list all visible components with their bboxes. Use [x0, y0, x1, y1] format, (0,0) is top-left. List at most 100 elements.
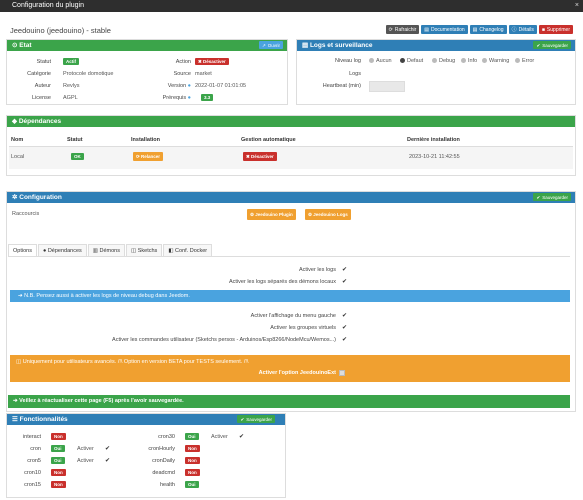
refresh-button[interactable]: ⟳ Rafraichir	[385, 25, 420, 34]
opt-groupes-checkbox[interactable]: ✔	[342, 325, 348, 331]
fonct-name: cron5	[27, 458, 41, 464]
fonct-header: ☰ Fonctionnalités ✔ Sauvegarder	[7, 414, 285, 425]
tab-options[interactable]: Options	[8, 244, 37, 256]
categorie-value: Protocole domotique	[63, 71, 114, 77]
advanced-warning-box: ◫ Uniquement pour utilisateurs avancés. …	[10, 355, 570, 382]
level-defaut[interactable]: Defaut	[400, 58, 423, 64]
raccourcis-label: Raccourcis	[12, 211, 40, 217]
dep-statut-badge: OK	[71, 153, 84, 160]
changelog-button[interactable]: ▤ Changelog	[469, 25, 507, 34]
fonct-name: cron15	[24, 482, 41, 488]
tab-conf-docker[interactable]: ◧ Conf. Docker	[163, 244, 213, 256]
trash-icon: ■	[541, 26, 545, 33]
fonct-state-badge: Non	[51, 433, 66, 440]
opt-commandes-checkbox[interactable]: ✔	[342, 337, 348, 343]
fonct-state-badge: Non	[185, 469, 200, 476]
deps-col-installation: Installation	[131, 137, 161, 143]
deps-col-statut: Statut	[67, 137, 83, 143]
top-toolbar: ⟳ Rafraichir ▤ Documentation ▤ Changelog ⓘ D…	[385, 25, 573, 34]
config-save-button[interactable]: ✔ Sauvegarder	[533, 193, 571, 201]
info-icon: ⓘ	[511, 27, 517, 33]
deactivate-plugin-button[interactable]: ✖ Désactiver	[195, 58, 229, 65]
deps-deactivate-button[interactable]: ✖ Désactiver	[243, 152, 277, 161]
docker-icon: ◧	[168, 248, 176, 254]
wrench-icon: ✲	[12, 194, 20, 201]
logs-header: ▤ Logs et surveillance ✔ Sauvegarder	[297, 40, 575, 51]
question-icon: ●	[187, 83, 191, 89]
opt-jeedouinoext-checkbox[interactable]	[339, 370, 345, 376]
deps-col-gestion: Gestion automatique	[241, 137, 296, 143]
action-label: Action	[175, 59, 191, 65]
close-icon: ✖	[198, 59, 204, 64]
fonct-state-badge: Oui	[51, 445, 65, 452]
divider	[8, 256, 570, 257]
auteur-value: Revlys	[63, 83, 80, 89]
deps-header: ◆ Dépendances	[7, 116, 575, 127]
prerequis-badge: 3.3	[201, 94, 214, 101]
plugin-config-modal: Jeedouino (jeedouino) - stable ⟳ Rafraich…	[0, 12, 583, 500]
config-tabs: Options ● Dépendances ▥ Démons ◫ Sketchs…	[8, 244, 213, 256]
etat-panel: ⊙ Etat ↗ Ouvrir Statut Actif Action ✖ Dés…	[6, 39, 288, 105]
statut-badge: Actif	[63, 58, 79, 65]
open-button[interactable]: ↗ Ouvrir	[258, 41, 283, 49]
logs-save-button[interactable]: ✔ Sauvegarder	[533, 41, 571, 49]
table-row: Local OK ⟳ Relancer ✖ Désactiver 2023-10…	[9, 147, 573, 169]
radio-icon	[369, 58, 374, 63]
opt-logs-checkbox[interactable]: ✔	[342, 267, 348, 273]
deps-col-derniere: Dernière installation	[407, 137, 460, 143]
dep-derniere: 2023-10-21 11:42:55	[409, 154, 460, 160]
book-icon: ▤	[472, 26, 478, 33]
tab-dependances[interactable]: ● Dépendances	[37, 244, 87, 256]
close-icon: ✖	[246, 154, 252, 159]
categorie-label: Catégorie	[27, 71, 51, 77]
level-aucun[interactable]: Aucun	[369, 58, 392, 64]
delete-button[interactable]: ■ Supprimer	[538, 25, 573, 34]
fonct-name: cronHourly	[148, 446, 175, 452]
level-error[interactable]: Error	[515, 58, 534, 64]
external-link-icon: ↗	[261, 42, 266, 48]
level-info[interactable]: Info	[461, 58, 477, 64]
opt-logs-label: Activer les logs	[299, 267, 336, 273]
jeedouino-plugin-button[interactable]: ⚙ Jeedouino Plugin	[247, 209, 296, 220]
relancer-button[interactable]: ⟳ Relancer	[133, 152, 164, 161]
niveau-log-label: Niveau log	[335, 58, 361, 64]
heartbeat-input[interactable]	[369, 81, 405, 92]
fonct-activer-checkbox[interactable]: ✔	[105, 458, 111, 464]
prerequis-label: Prérequis ●	[162, 95, 191, 101]
divider	[9, 146, 573, 147]
fonct-activer-checkbox[interactable]: ✔	[105, 446, 111, 452]
tab-sketchs[interactable]: ◫ Sketchs	[126, 244, 163, 256]
config-header: ✲ Configuration ✔ Sauvegarder	[7, 192, 575, 203]
opt-menu-checkbox[interactable]: ✔	[342, 313, 348, 319]
details-button[interactable]: ⓘ Détails	[508, 25, 537, 34]
advanced-warning-text: ◫ Uniquement pour utilisateurs avancés. …	[16, 359, 249, 365]
fonct-state-badge: Non	[51, 481, 66, 488]
window-titlebar: Configuration du plugin ×	[0, 0, 583, 12]
tab-demons[interactable]: ▥ Démons	[87, 244, 125, 256]
documentation-button[interactable]: ▤ Documentation	[421, 25, 468, 34]
radio-icon	[482, 58, 487, 63]
jeedouino-logs-button[interactable]: ⚙ Jeedouino Logs	[305, 209, 351, 220]
logs-label: Logs	[349, 71, 361, 77]
debug-note: ➔ N.B. Pensez aussi à activer les logs d…	[10, 290, 570, 302]
fonct-name: cron30	[158, 434, 175, 440]
fonct-name: cron10	[24, 470, 41, 476]
circle-icon: ●	[42, 248, 48, 254]
gear-icon: ⚙	[308, 212, 314, 217]
opt-menu-label: Activer l'affichage du menu gauche	[250, 313, 336, 319]
fonct-activer-checkbox[interactable]: ✔	[239, 434, 245, 440]
fonct-save-button[interactable]: ✔ Sauvegarder	[237, 415, 275, 423]
circle-icon: ⊙	[12, 42, 20, 49]
close-icon[interactable]: ×	[574, 2, 579, 9]
opt-separate-logs-checkbox[interactable]: ✔	[342, 279, 348, 285]
check-icon: ✔	[240, 416, 245, 422]
radio-icon	[432, 58, 437, 63]
level-debug[interactable]: Debug	[432, 58, 455, 64]
version-value: 2022-01-07 01:01:05	[195, 83, 247, 89]
fonct-activer-label: Activer	[77, 458, 94, 464]
radio-icon	[515, 58, 520, 63]
refresh-icon: ⟳	[388, 26, 393, 33]
version-label: Version ●	[167, 83, 191, 89]
level-warning[interactable]: Warning	[482, 58, 509, 64]
statut-label: Statut	[36, 59, 51, 65]
